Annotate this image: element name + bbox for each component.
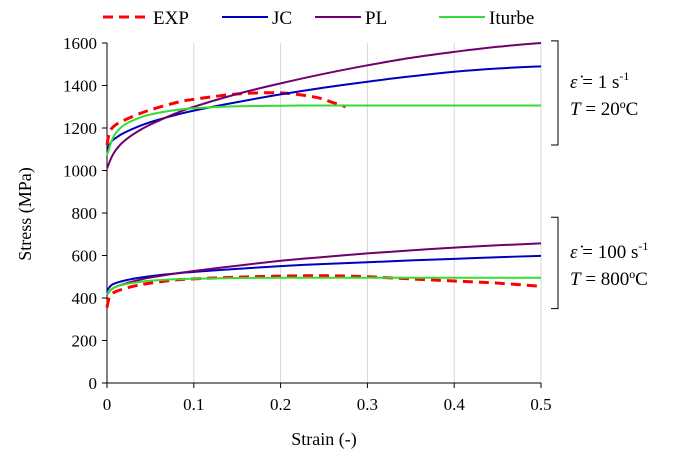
annotation-temperature: T = 800ºC [570,269,648,290]
annotation-bracket [551,216,559,310]
annotation-bracket [551,40,559,146]
series-line-jc-lower [106,254,542,292]
series-line-iturbe-lower [106,276,541,296]
y-tick-labels: 0 200 400 600 800 1000 1200 1400 1600 [63,34,97,393]
x-axis-title: Strain (-) [291,429,356,450]
legend-label-pl: PL [365,8,387,29]
y-tick-label: 0 [89,374,98,393]
annotation-temperature: T = 20ºC [570,99,638,120]
x-tick-label: 0.4 [444,395,466,414]
series-line-exp-upper [105,91,347,146]
x-tick-label: 0.1 [183,395,204,414]
y-tick-label: 1200 [63,119,97,138]
series-line-pl-upper [106,42,542,169]
series-line-exp-lower [105,274,542,308]
x-tick-label: 0.2 [270,395,291,414]
grid-lines [193,43,542,383]
x-tick-label: 0.5 [530,395,551,414]
series-line-iturbe-upper [106,104,541,156]
y-tick-label: 400 [72,289,98,308]
x-tick-labels: 0 0.1 0.2 0.3 0.4 0.5 [103,395,552,414]
legend-label-jc: JC [272,8,292,29]
legend: EXP JC PL Iturbe [103,8,534,29]
y-axis-title: Stress (MPa) [15,167,36,261]
y-tick-label: 1600 [63,34,97,53]
y-tick-label: 1400 [63,77,97,96]
series-line-pl-lower [106,242,542,296]
x-tick-label: 0.3 [357,395,378,414]
y-tick-label: 1000 [63,162,97,181]
legend-label-exp: EXP [153,8,189,29]
condition-annotations: ε̇ = 1 s-1 T = 20ºC ε̇ = 100 s-1 T = 800ºC [551,40,648,310]
y-tick-label: 600 [72,247,98,266]
x-tick-label: 0 [103,395,112,414]
legend-label-iturbe: Iturbe [489,8,534,29]
y-tick-label: 200 [72,332,98,351]
y-tick-label: 800 [72,204,98,223]
series-line-jc-upper [106,65,542,150]
plot-area [105,42,542,308]
annotation-strain-rate: ε̇ = 100 s-1 [570,239,648,263]
annotation-strain-rate: ε̇ = 1 s-1 [570,69,629,93]
axes [102,42,542,388]
